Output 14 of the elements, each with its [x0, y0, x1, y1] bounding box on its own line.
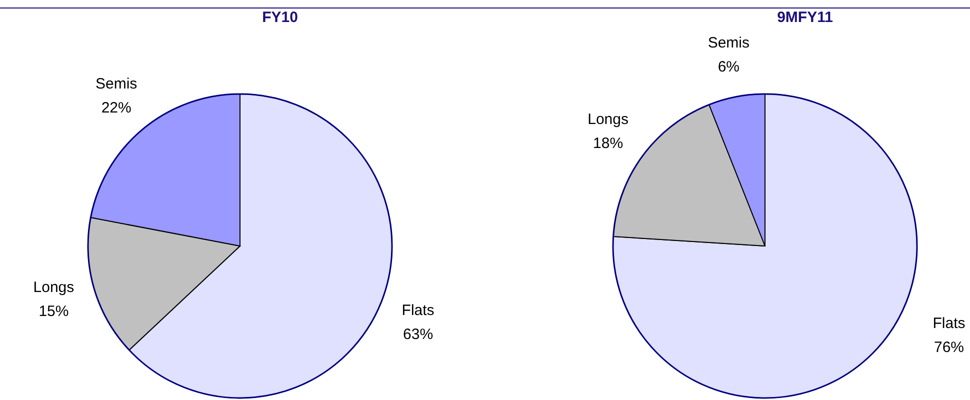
slice-label: Longs — [33, 279, 74, 296]
slice-label: Semis — [708, 34, 750, 52]
data-label: 63% — [403, 326, 434, 344]
chart-title: 9MFY11 — [777, 9, 833, 26]
slice-label: Flats — [932, 315, 966, 332]
data-label: 22% — [101, 100, 132, 117]
data-label: 15% — [38, 303, 69, 320]
slice-label: Flats — [402, 302, 434, 320]
slice-label: Longs — [588, 110, 628, 128]
slice-label: Semis — [95, 76, 138, 93]
data-label: 76% — [934, 339, 964, 356]
data-label: 18% — [593, 134, 624, 152]
data-label: 6% — [718, 58, 740, 76]
chart-title: FY10 — [262, 9, 298, 26]
